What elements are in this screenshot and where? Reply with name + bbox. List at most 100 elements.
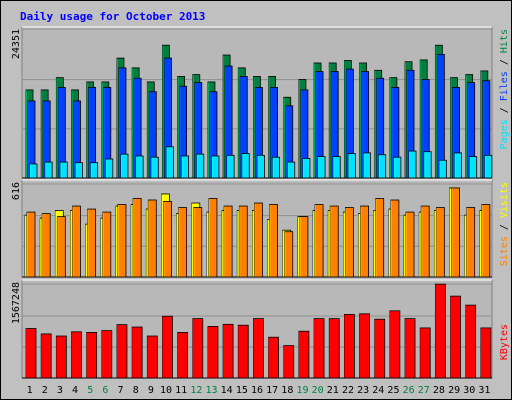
day-label: 5 [87, 385, 93, 396]
pages-bar [302, 158, 311, 179]
pages-bar [90, 162, 99, 179]
panel-1-legend: Pages / Files / Hits [499, 29, 510, 149]
day-label: 15 [236, 385, 248, 396]
legend-kbytes: KBytes [499, 324, 510, 360]
pages-bar [438, 159, 447, 179]
day-label: 25 [387, 385, 399, 396]
day-label: 28 [433, 385, 445, 396]
panel-2-legend: Sites / Visits [499, 182, 510, 266]
pages-bar [29, 163, 38, 179]
kbytes-bar [71, 331, 82, 379]
pages-bar [287, 161, 296, 179]
sites-bar [238, 205, 248, 278]
pages-bar [44, 161, 53, 179]
legend-separator: / [499, 218, 510, 236]
day-label: 8 [133, 385, 139, 396]
day-label: 20 [312, 385, 324, 396]
panel-2-max-label: 616 [11, 182, 22, 200]
sites-bar [147, 199, 157, 278]
sites-bar [390, 199, 400, 278]
sites-bar [314, 204, 324, 278]
kbytes-bar [283, 345, 295, 379]
pages-bar [226, 154, 235, 179]
kbytes-bar [237, 324, 249, 379]
day-label: 26 [403, 385, 415, 396]
legend-separator: / [499, 53, 510, 71]
pages-bar [150, 156, 159, 179]
kbytes-bar [359, 313, 370, 379]
day-label: 18 [281, 385, 293, 396]
sites-bar [163, 201, 172, 278]
day-label: 11 [175, 385, 187, 396]
sites-bar [254, 202, 263, 278]
legend-separator: / [499, 101, 510, 119]
kbytes-bar [222, 323, 234, 379]
day-label: 19 [296, 385, 308, 396]
pages-bar [408, 150, 417, 179]
day-label: 31 [478, 385, 490, 396]
pages-bar [166, 146, 174, 179]
sites-bar [269, 204, 278, 278]
kbytes-bar [55, 335, 67, 379]
pages-bar [378, 154, 387, 179]
chart-title: Daily usage for October 2013 [20, 10, 205, 23]
day-label: 1 [27, 385, 33, 396]
pages-bar [347, 153, 356, 179]
kbytes-bar [162, 315, 173, 379]
pages-bar [257, 154, 265, 179]
day-label: 6 [102, 385, 108, 396]
day-label: 17 [266, 385, 278, 396]
kbytes-bar [450, 295, 461, 379]
pages-bar [59, 161, 68, 179]
pages-bar [484, 154, 493, 179]
sites-bar [405, 211, 415, 278]
kbytes-bar [404, 318, 416, 379]
sites-bar [56, 216, 66, 278]
pages-bar [181, 155, 190, 179]
kbytes-bar [343, 314, 355, 379]
kbytes-bar [146, 335, 158, 379]
pages-bar [423, 151, 432, 179]
pages-bar [272, 156, 280, 179]
pages-bar [196, 153, 205, 179]
sites-bar [329, 205, 339, 278]
sites-bar [299, 216, 309, 278]
sites-bar [420, 205, 430, 278]
chart-labels: 1 2 3 4 5 6 7 8 9 10 11 12 13 14 15 16 17 18 19 20 21 22 23 24 2… [11, 29, 510, 396]
kbytes-bar [328, 318, 340, 379]
kbytes-bar [253, 318, 264, 379]
pages-bar [332, 156, 341, 179]
kbytes-bar [86, 332, 98, 379]
sites-bar [223, 205, 233, 278]
sites-bar [26, 211, 36, 278]
kbytes-bar [465, 304, 477, 379]
pages-bar [317, 156, 326, 179]
day-label: 16 [251, 385, 263, 396]
pages-bar [135, 155, 144, 179]
kbytes-bar [389, 310, 401, 379]
sites-bar [375, 198, 385, 278]
pages-bar [241, 153, 250, 179]
day-label: 7 [118, 385, 124, 396]
sites-bar [435, 207, 445, 278]
sites-bar [344, 207, 354, 278]
kbytes-bar [434, 283, 446, 379]
sites-bar [193, 207, 203, 278]
legend-files: Files [499, 71, 510, 101]
pages-bar [454, 152, 462, 179]
legend-sites: Sites [499, 236, 510, 266]
day-label: 9 [148, 385, 154, 396]
kbytes-bar [25, 328, 37, 379]
kbytes-bar [131, 326, 143, 379]
day-label: 12 [190, 385, 202, 396]
kbytes-bar [116, 324, 128, 379]
kbytes-bar [313, 318, 325, 379]
pages-bar [363, 152, 371, 179]
day-label: 30 [463, 385, 475, 396]
sites-bar [102, 211, 112, 278]
kbytes-bar [298, 330, 310, 379]
day-label: 23 [357, 385, 369, 396]
day-label: 4 [72, 385, 78, 396]
sites-bar [481, 204, 491, 278]
